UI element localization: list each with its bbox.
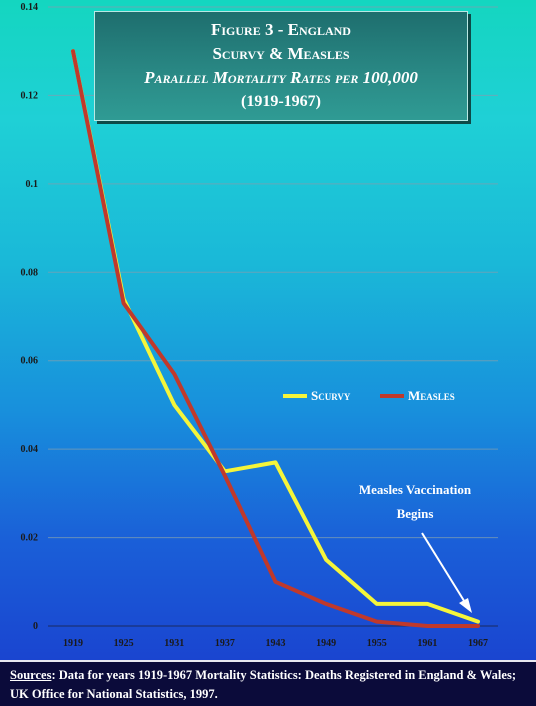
legend-label-scurvy: Scurvy (311, 388, 351, 403)
legend-item-measles: Measles (380, 388, 455, 404)
source-text: : Data for years 1919-1967 Mortality Sta… (10, 668, 516, 701)
x-tick-label: 1967 (468, 638, 488, 649)
y-tick-label: 0.12 (21, 90, 39, 101)
x-tick-label: 1961 (417, 638, 437, 649)
series-line-scurvy (71, 49, 480, 624)
series-line-measles (71, 49, 480, 628)
x-tick-label: 1943 (266, 638, 286, 649)
y-tick-label: 0.08 (21, 267, 39, 278)
annotation-arrow (421, 532, 467, 605)
x-tick-label: 1937 (215, 638, 235, 649)
x-tick-label: 1931 (164, 638, 184, 649)
legend-item-scurvy: Scurvy (283, 388, 350, 404)
annotation-arrowhead (459, 598, 472, 613)
source-label: Sources (10, 668, 52, 682)
chart-title-line4: (1919-1967) (241, 93, 321, 110)
vaccination-annotation: Measles Vaccination Begins (330, 478, 500, 526)
source-footer: Sources: Data for years 1919-1967 Mortal… (0, 660, 536, 706)
annotation-layer (421, 532, 472, 613)
legend-swatch-measles (380, 394, 404, 398)
x-tick-label: 1955 (367, 638, 387, 649)
y-tick-label: 0.14 (21, 2, 39, 13)
annotation-line2: Begins (396, 506, 434, 521)
chart-title-line2: Scurvy & Measles (212, 44, 350, 63)
x-tick-label: 1949 (316, 638, 336, 649)
chart-title-line1: Figure 3 - England (211, 20, 351, 39)
y-tick-label: 0.1 (26, 179, 39, 190)
annotation-line1: Measles Vaccination (358, 482, 472, 497)
chart-background: 0 0.02 0.04 0.06 0.08 0.1 0.12 0.14 1919 1925 1931… (0, 0, 536, 660)
chart-title-line3: Parallel Mortality Rates per 100,000 (144, 68, 418, 87)
y-tick-label: 0.04 (21, 444, 39, 455)
y-tick-label: 0 (33, 621, 38, 632)
chart-title-box: Figure 3 - England Scurvy & Measles Para… (94, 11, 468, 121)
axis-layer: 0 0.02 0.04 0.06 0.08 0.1 0.12 0.14 1919 1925 1931… (21, 2, 498, 649)
x-tick-label: 1925 (114, 638, 134, 649)
y-tick-label: 0.06 (21, 356, 39, 367)
series-layer (71, 49, 480, 628)
x-tick-label: 1919 (63, 638, 83, 649)
legend-label-measles: Measles (408, 388, 455, 403)
legend-swatch-scurvy (283, 394, 307, 398)
y-tick-label: 0.02 (21, 533, 39, 544)
